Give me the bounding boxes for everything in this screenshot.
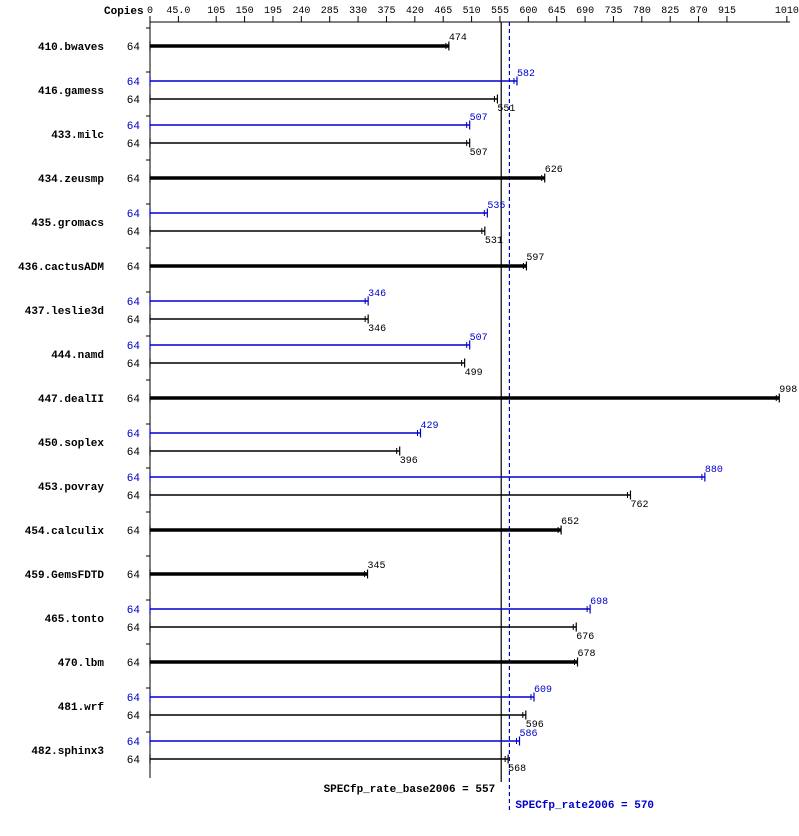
axis-tick-label: 465 <box>434 6 452 17</box>
copies-base: 64 <box>127 491 141 503</box>
copies-base: 64 <box>127 227 141 239</box>
axis-tick-label: 600 <box>519 6 537 17</box>
base-value: 676 <box>576 632 594 643</box>
axis-tick-label: 45.0 <box>166 6 190 17</box>
base-value: 678 <box>578 649 596 660</box>
base-value: 652 <box>561 517 579 528</box>
axis-tick-label: 690 <box>576 6 594 17</box>
copies-base: 64 <box>127 526 141 538</box>
copies-base: 64 <box>127 42 141 54</box>
benchmark-label: 454.calculix <box>25 526 105 538</box>
peak-value: 880 <box>705 465 723 476</box>
copies-base: 64 <box>127 755 141 767</box>
axis-tick-label: 0 <box>147 6 153 17</box>
axis-tick-label: 780 <box>633 6 651 17</box>
benchmark-label: 435.gromacs <box>31 218 104 230</box>
benchmark-label: 482.sphinx3 <box>31 746 104 758</box>
axis-tick-label: 150 <box>236 6 254 17</box>
axis-tick-label: 735 <box>604 6 622 17</box>
copies-peak: 64 <box>127 737 141 749</box>
base-value: 474 <box>449 33 467 44</box>
copies-base: 64 <box>127 570 141 582</box>
axis-tick-label: 825 <box>661 6 679 17</box>
copies-base: 64 <box>127 95 141 107</box>
benchmark-label: 481.wrf <box>58 702 105 714</box>
axis-tick-label: 420 <box>406 6 424 17</box>
spec-rate-chart: 0 45.0 105 150 195 240 285 330 375 420 465 510 555 60… <box>0 0 799 831</box>
axis-tick-label: 285 <box>321 6 339 17</box>
copies-base: 64 <box>127 315 141 327</box>
base-value: 346 <box>368 324 386 335</box>
peak-value: 609 <box>534 685 552 696</box>
peak-value: 507 <box>470 333 488 344</box>
peak-value: 535 <box>487 201 505 212</box>
base-value: 531 <box>485 236 503 247</box>
copies-peak: 64 <box>127 429 141 441</box>
copies-peak: 64 <box>127 209 141 221</box>
base-value: 597 <box>526 253 544 264</box>
copies-peak: 64 <box>127 297 141 309</box>
axis-tick-label: 240 <box>292 6 310 17</box>
copies-peak: 64 <box>127 77 141 89</box>
peak-value: 507 <box>470 113 488 124</box>
base-value: 568 <box>508 764 526 775</box>
base-value: 499 <box>465 368 483 379</box>
benchmark-label: 410.bwaves <box>38 42 104 54</box>
benchmark-label: 436.cactusADM <box>18 262 104 274</box>
copies-base: 64 <box>127 174 141 186</box>
peak-value: 346 <box>368 289 386 300</box>
copies-base: 64 <box>127 447 141 459</box>
base-value: 396 <box>400 456 418 467</box>
axis-tick-label: 645 <box>548 6 566 17</box>
copies-base: 64 <box>127 262 141 274</box>
peak-value: 586 <box>519 729 537 740</box>
axis-tick-label: 870 <box>690 6 708 17</box>
benchmark-label: 416.gamess <box>38 86 104 98</box>
axis-tick-label: 195 <box>264 6 282 17</box>
benchmark-label: 470.lbm <box>58 658 105 670</box>
copies-base: 64 <box>127 139 141 151</box>
copies-base: 64 <box>127 658 141 670</box>
benchmark-label: 465.tonto <box>45 614 105 626</box>
copies-base: 64 <box>127 711 141 723</box>
axis-tick-label: 105 <box>207 6 225 17</box>
benchmark-label: 444.namd <box>51 350 104 362</box>
axis-tick-label: 915 <box>718 6 736 17</box>
copies-peak: 64 <box>127 121 141 133</box>
axis-tick-label: 510 <box>463 6 481 17</box>
copies-header: Copies <box>104 6 144 18</box>
copies-peak: 64 <box>127 473 141 485</box>
chart-svg: 0 45.0 105 150 195 240 285 330 375 420 465 510 555 60… <box>0 0 799 831</box>
base-value: 507 <box>470 148 488 159</box>
base-value: 345 <box>368 561 386 572</box>
axis-tick-label: 555 <box>491 6 509 17</box>
benchmark-label: 437.leslie3d <box>25 306 104 318</box>
axis-tick-label: 375 <box>377 6 395 17</box>
base-ref-label: SPECfp_rate_base2006 = 557 <box>324 784 496 796</box>
axis-tick-label: 1010 <box>775 6 799 17</box>
axis-tick-label: 330 <box>349 6 367 17</box>
benchmark-label: 434.zeusmp <box>38 174 104 186</box>
base-value: 762 <box>630 500 648 511</box>
copies-peak: 64 <box>127 605 141 617</box>
benchmark-label: 433.milc <box>51 130 104 142</box>
copies-base: 64 <box>127 394 141 406</box>
benchmark-label: 459.GemsFDTD <box>25 570 105 582</box>
copies-base: 64 <box>127 623 141 635</box>
base-value: 626 <box>545 165 563 176</box>
peak-value: 582 <box>517 69 535 80</box>
peak-value: 429 <box>421 421 439 432</box>
benchmark-label: 450.soplex <box>38 438 104 450</box>
benchmark-label: 447.dealII <box>38 394 104 406</box>
benchmark-label: 453.povray <box>38 482 104 494</box>
copies-peak: 64 <box>127 341 141 353</box>
copies-peak: 64 <box>127 693 141 705</box>
base-value: 998 <box>779 385 797 396</box>
base-value: 551 <box>497 104 515 115</box>
copies-base: 64 <box>127 359 141 371</box>
peak-value: 698 <box>590 597 608 608</box>
peak-ref-label: SPECfp_rate2006 = 570 <box>515 800 654 812</box>
